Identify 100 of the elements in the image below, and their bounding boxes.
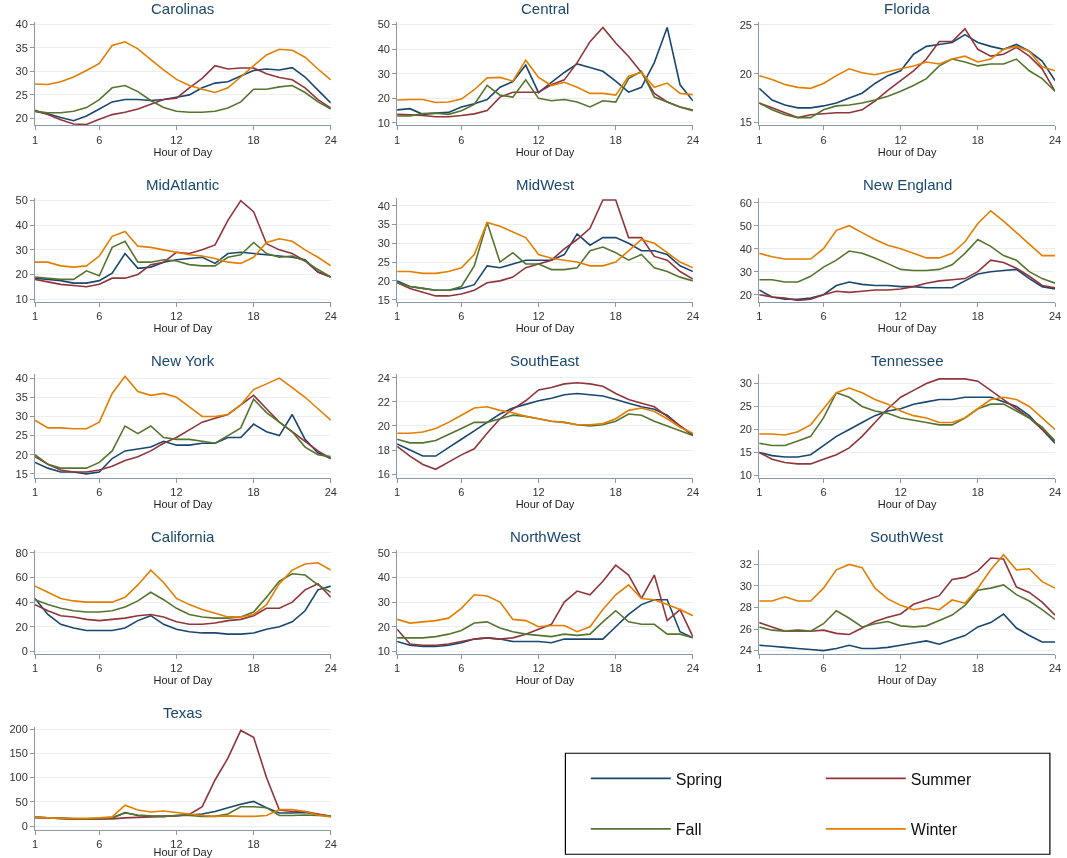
x-tick-label: 12: [532, 662, 545, 675]
chart-title: California: [151, 528, 216, 545]
x-tick-label: 24: [1048, 309, 1062, 322]
x-tick-label: 12: [894, 309, 907, 322]
x-axis-title: Hour of Day: [153, 674, 213, 687]
y-tick-label: 24: [739, 644, 752, 657]
y-tick-label: 35: [15, 41, 28, 54]
x-tick-label: 6: [820, 309, 827, 322]
chart-title: SouthWest: [870, 528, 944, 545]
x-tick-label: 6: [458, 485, 465, 498]
y-tick-label: 32: [739, 558, 752, 571]
x-tick-label: 24: [324, 662, 337, 675]
y-tick-label: 20: [377, 274, 390, 287]
x-tick-label: 12: [170, 133, 183, 146]
x-tick-label: 1: [31, 838, 39, 851]
y-tick-label: 20: [739, 67, 752, 80]
chart-title: MidAtlantic: [146, 176, 220, 193]
x-tick-label: 12: [170, 309, 183, 322]
x-tick-label: 6: [820, 662, 827, 675]
x-tick-label: 1: [31, 485, 39, 498]
y-tick-label: 30: [377, 595, 390, 608]
y-tick-label: 20: [377, 620, 390, 633]
x-tick-label: 24: [1048, 662, 1062, 675]
y-tick-label: 22: [377, 395, 390, 408]
chart-title: Central: [521, 0, 570, 17]
y-tick-label: 15: [377, 293, 390, 306]
x-tick-label: 1: [756, 662, 763, 675]
y-tick-label: 20: [15, 268, 28, 281]
x-tick-label: 18: [609, 309, 622, 322]
y-tick-label: 30: [15, 65, 28, 78]
y-tick-label: 25: [739, 18, 752, 31]
x-tick-label: 12: [170, 662, 183, 675]
x-tick-label: 18: [971, 485, 984, 498]
chart-title: NorthWest: [510, 528, 582, 545]
x-tick-label: 1: [394, 309, 401, 322]
x-tick-label: 12: [894, 662, 907, 675]
x-tick-label: 1: [31, 662, 39, 675]
x-tick-label: 24: [1048, 133, 1062, 146]
chart-title: MidWest: [516, 176, 575, 193]
chart-title: Texas: [163, 704, 203, 721]
y-tick-label: 28: [739, 601, 752, 614]
y-tick-label: 24: [377, 371, 390, 384]
x-axis-title: Hour of Day: [515, 674, 575, 687]
x-tick-label: 6: [458, 133, 465, 146]
y-tick-label: 30: [739, 265, 752, 278]
x-axis-title: Hour of Day: [877, 497, 937, 510]
y-tick-label: 10: [15, 292, 28, 305]
x-tick-label: 18: [971, 662, 984, 675]
x-tick-label: 18: [247, 838, 260, 851]
y-tick-label: 40: [739, 242, 752, 255]
y-tick-label: 200: [9, 722, 28, 735]
y-tick-label: 40: [15, 595, 28, 608]
x-axis-title: Hour of Day: [153, 145, 213, 158]
x-tick-label: 12: [170, 838, 183, 851]
x-tick-label: 6: [820, 485, 827, 498]
y-tick-label: 0: [21, 645, 28, 658]
x-tick-label: 12: [532, 133, 545, 146]
legend-label: Summer: [910, 770, 972, 788]
x-tick-label: 6: [96, 485, 103, 498]
y-tick-label: 25: [377, 255, 390, 268]
y-tick-label: 15: [739, 116, 752, 129]
x-tick-label: 24: [324, 133, 337, 146]
y-tick-label: 16: [377, 467, 390, 480]
chart-title: Tennessee: [871, 352, 944, 369]
y-tick-label: 50: [15, 795, 28, 808]
x-axis-title: Hour of Day: [877, 674, 937, 687]
y-tick-label: 40: [15, 18, 28, 31]
legend-label: Winter: [910, 821, 958, 839]
chart-title: New England: [863, 176, 953, 193]
y-tick-label: 30: [377, 237, 390, 250]
x-tick-label: 18: [609, 662, 622, 675]
y-tick-label: 20: [739, 423, 752, 436]
x-tick-label: 12: [532, 485, 545, 498]
y-tick-label: 80: [15, 546, 28, 559]
y-tick-label: 30: [377, 67, 390, 80]
y-tick-label: 40: [377, 199, 390, 212]
x-tick-label: 24: [324, 485, 337, 498]
x-axis-title: Hour of Day: [153, 321, 213, 334]
y-tick-label: 25: [15, 429, 28, 442]
y-tick-label: 20: [15, 112, 28, 125]
y-tick-label: 100: [9, 771, 28, 784]
x-tick-label: 1: [394, 133, 401, 146]
x-tick-label: 1: [31, 133, 39, 146]
chart-title: Florida: [884, 0, 931, 17]
chart-title: SouthEast: [510, 352, 581, 369]
x-tick-label: 6: [96, 133, 103, 146]
y-tick-label: 50: [739, 219, 752, 232]
y-tick-label: 25: [15, 88, 28, 101]
y-tick-label: 10: [377, 116, 390, 129]
y-tick-label: 60: [15, 571, 28, 584]
y-tick-label: 25: [739, 400, 752, 413]
x-tick-label: 12: [894, 133, 907, 146]
x-tick-label: 1: [756, 485, 763, 498]
y-tick-label: 26: [739, 622, 752, 635]
x-tick-label: 12: [532, 309, 545, 322]
y-tick-label: 20: [15, 448, 28, 461]
x-tick-label: 1: [756, 309, 763, 322]
y-tick-label: 30: [15, 410, 28, 423]
x-tick-label: 18: [247, 485, 260, 498]
x-tick-label: 1: [31, 309, 39, 322]
